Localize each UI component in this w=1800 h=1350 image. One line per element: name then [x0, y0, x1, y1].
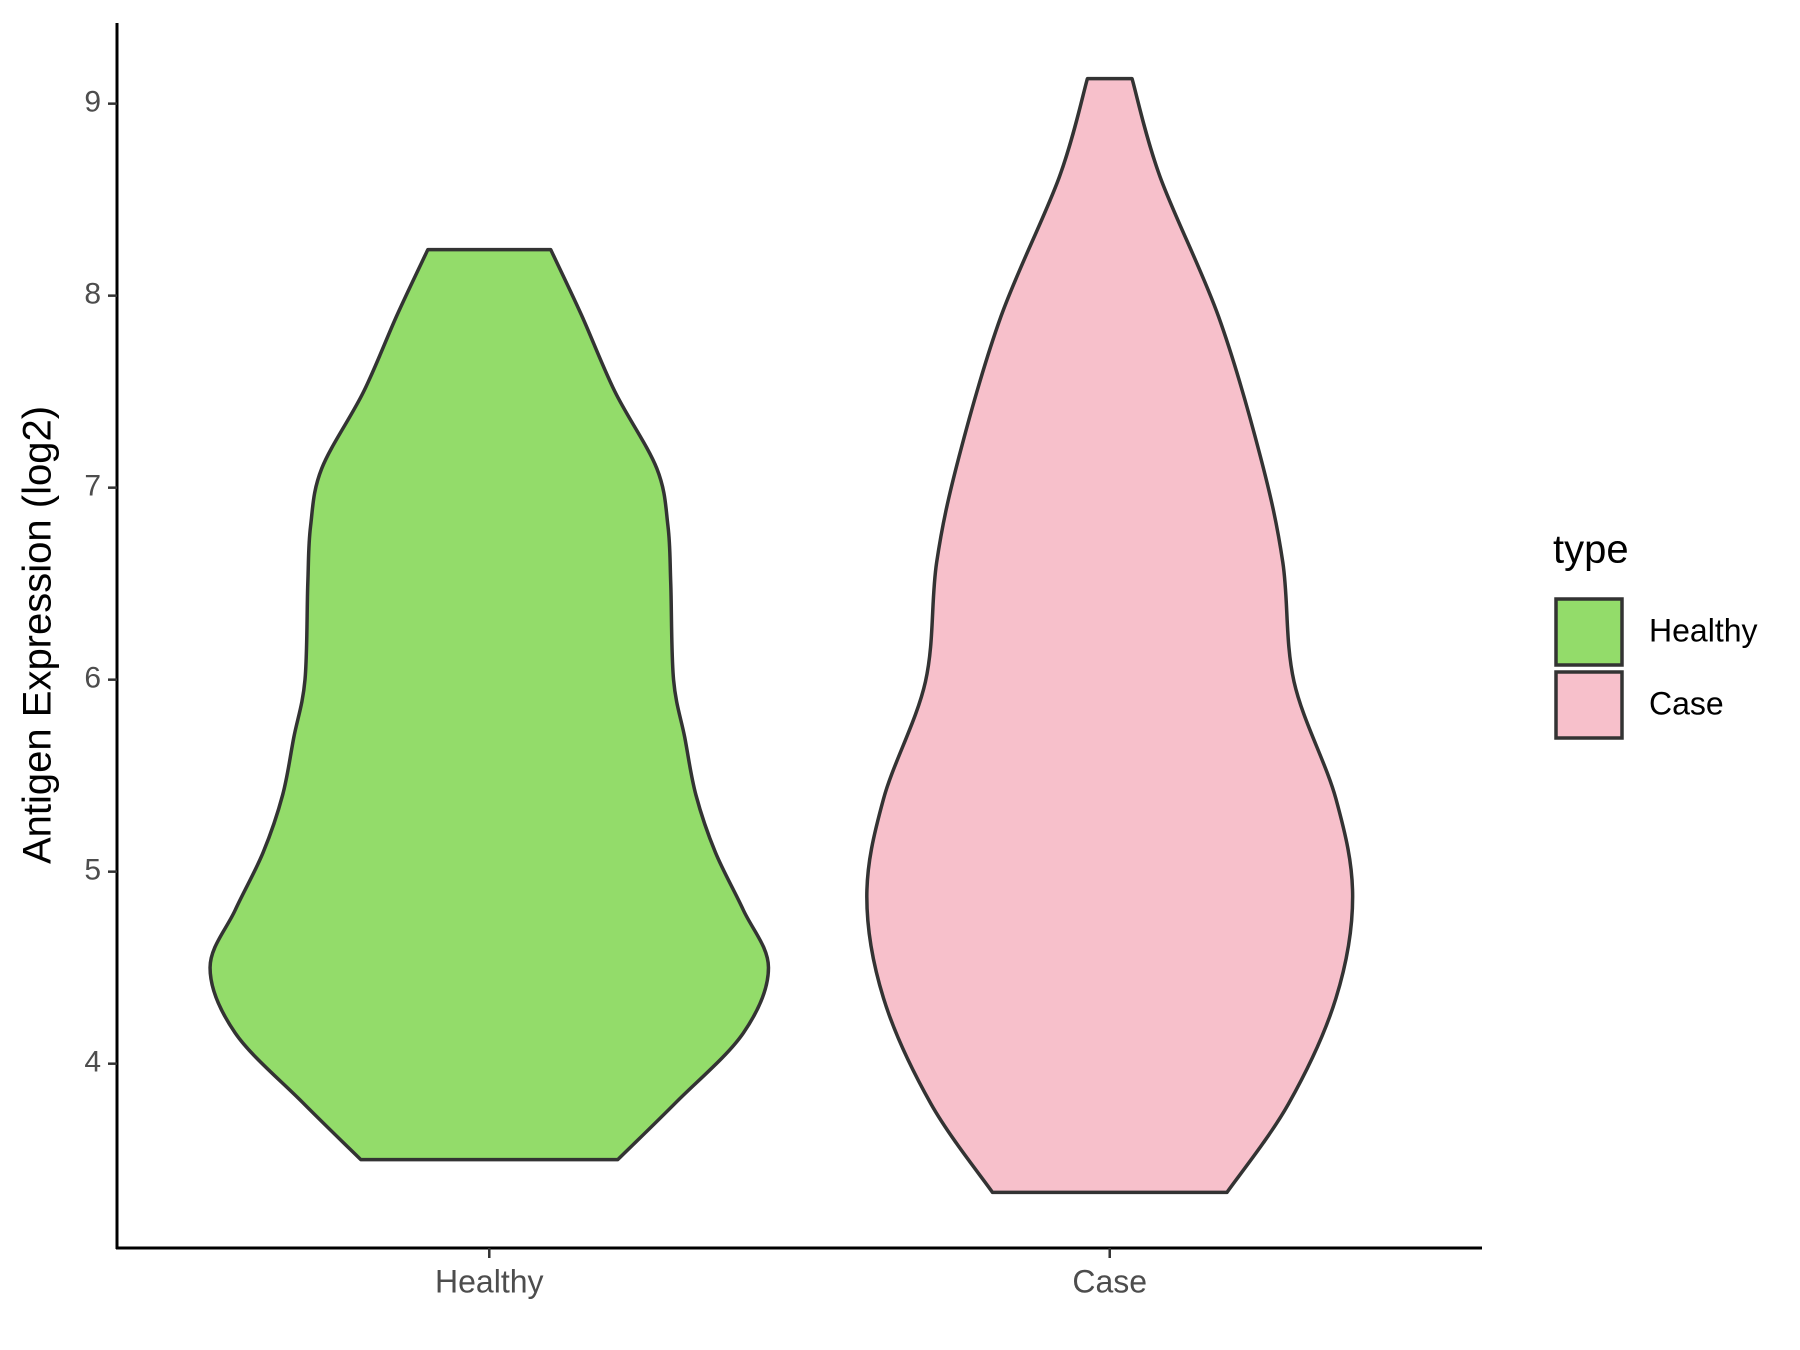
y-tick-label: 8 [84, 278, 101, 311]
y-tick-label: 9 [84, 86, 101, 119]
violin [208, 247, 771, 1162]
legend-label: Healthy [1649, 612, 1758, 648]
legend-key [1554, 597, 1624, 667]
y-tick-label: 7 [84, 470, 101, 503]
y-axis-title: Antigen Expression (log2) [16, 406, 60, 864]
y-tick-label: 6 [84, 662, 101, 695]
x-tick-label: Healthy [435, 1263, 544, 1299]
x-tick-label: Case [1072, 1263, 1147, 1299]
legend-title: type [1553, 528, 1629, 572]
violin [865, 76, 1355, 1195]
legend-label: Case [1649, 685, 1724, 721]
legend-key [1554, 670, 1624, 740]
y-tick-label: 4 [84, 1046, 101, 1079]
y-tick-label: 5 [84, 854, 101, 887]
